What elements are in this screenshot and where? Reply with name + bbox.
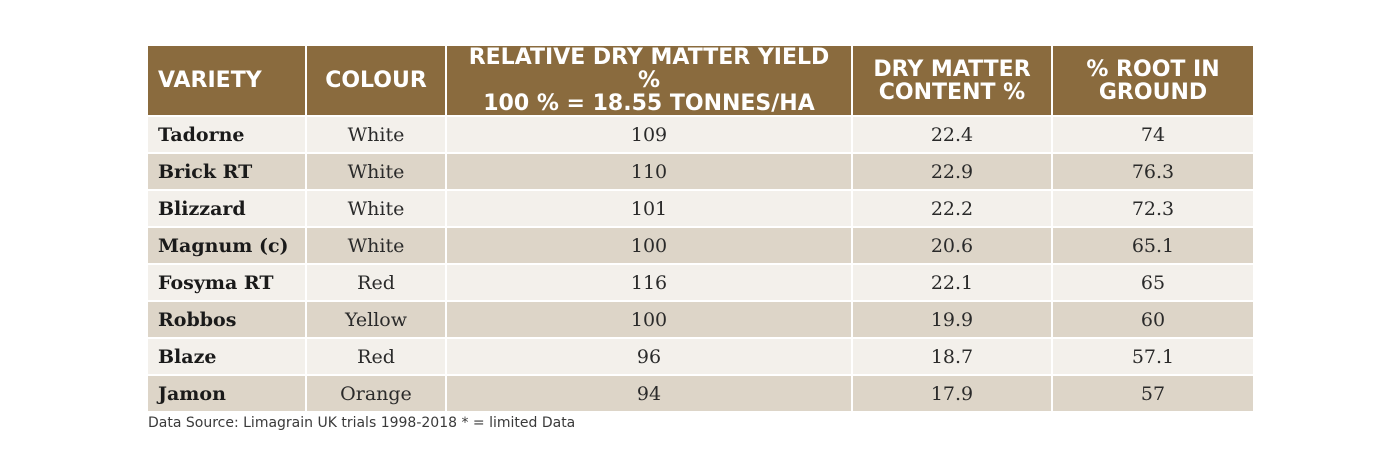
cell-variety: Robbos	[148, 300, 307, 338]
header-dm-line1: DRY MATTER	[873, 56, 1031, 82]
cell-root-in-ground: 57	[1052, 374, 1253, 411]
cell-colour: Red	[306, 337, 447, 375]
variety-table-container: VARIETY COLOUR RELATIVE DRY MATTER YIELD…	[148, 46, 1253, 411]
cell-relative-yield: 101	[446, 189, 853, 227]
cell-root-in-ground: 65	[1052, 263, 1253, 301]
cell-relative-yield: 94	[446, 374, 853, 411]
table-row: Fosyma RT Red 116 22.1 65	[148, 263, 1253, 301]
cell-variety: Fosyma RT	[148, 263, 307, 301]
cell-dry-matter: 17.9	[852, 374, 1053, 411]
cell-dry-matter: 22.9	[852, 152, 1053, 190]
cell-root-in-ground: 76.3	[1052, 152, 1253, 190]
table-header: VARIETY COLOUR RELATIVE DRY MATTER YIELD…	[148, 46, 1253, 116]
header-root-line1: % ROOT IN	[1086, 56, 1220, 82]
cell-dry-matter: 22.2	[852, 189, 1053, 227]
header-root-line2: GROUND	[1098, 79, 1208, 105]
cell-variety: Blaze	[148, 337, 307, 375]
table-row: Tadorne White 109 22.4 74	[148, 115, 1253, 153]
header-row: VARIETY COLOUR RELATIVE DRY MATTER YIELD…	[148, 46, 1253, 116]
cell-colour: White	[306, 189, 447, 227]
cell-variety: Magnum (c)	[148, 226, 307, 264]
table-row: Magnum (c) White 100 20.6 65.1	[148, 226, 1253, 264]
header-yield: RELATIVE DRY MATTER YIELD % 100 % = 18.5…	[446, 45, 853, 116]
cell-variety: Brick RT	[148, 152, 307, 190]
cell-dry-matter: 18.7	[852, 337, 1053, 375]
cell-variety: Jamon	[148, 374, 307, 411]
cell-variety: Tadorne	[148, 115, 307, 153]
cell-variety: Blizzard	[148, 189, 307, 227]
header-yield-line1: RELATIVE DRY MATTER YIELD %	[468, 45, 830, 93]
cell-relative-yield: 110	[446, 152, 853, 190]
cell-root-in-ground: 65.1	[1052, 226, 1253, 264]
cell-root-in-ground: 72.3	[1052, 189, 1253, 227]
cell-relative-yield: 109	[446, 115, 853, 153]
cell-dry-matter: 19.9	[852, 300, 1053, 338]
cell-relative-yield: 96	[446, 337, 853, 375]
cell-colour: White	[306, 152, 447, 190]
cell-dry-matter: 22.4	[852, 115, 1053, 153]
table-row: Blaze Red 96 18.7 57.1	[148, 337, 1253, 375]
header-yield-line2: 100 % = 18.55 TONNES/HA	[483, 91, 815, 116]
cell-colour: White	[306, 115, 447, 153]
cell-colour: Orange	[306, 374, 447, 411]
data-source-note: Data Source: Limagrain UK trials 1998-20…	[148, 415, 576, 431]
cell-relative-yield: 100	[446, 300, 853, 338]
header-root: % ROOT IN GROUND	[1052, 46, 1253, 116]
cell-root-in-ground: 74	[1052, 115, 1253, 153]
table-body: Tadorne White 109 22.4 74 Brick RT White 110 22.…	[148, 115, 1253, 411]
table-row: Robbos Yellow 100 19.9 60	[148, 300, 1253, 338]
table-row: Jamon Orange 94 17.9 57	[148, 374, 1253, 411]
cell-root-in-ground: 60	[1052, 300, 1253, 338]
header-dm-line2: CONTENT %	[878, 79, 1026, 105]
variety-table: VARIETY COLOUR RELATIVE DRY MATTER YIELD…	[148, 46, 1253, 411]
table-row: Blizzard White 101 22.2 72.3	[148, 189, 1253, 227]
cell-relative-yield: 100	[446, 226, 853, 264]
header-colour: COLOUR	[306, 46, 447, 116]
cell-colour: White	[306, 226, 447, 264]
cell-colour: Red	[306, 263, 447, 301]
table-row: Brick RT White 110 22.9 76.3	[148, 152, 1253, 190]
cell-dry-matter: 20.6	[852, 226, 1053, 264]
cell-dry-matter: 22.1	[852, 263, 1053, 301]
header-dry-matter: DRY MATTER CONTENT %	[852, 46, 1053, 116]
cell-root-in-ground: 57.1	[1052, 337, 1253, 375]
header-variety: VARIETY	[148, 46, 307, 116]
cell-colour: Yellow	[306, 300, 447, 338]
cell-relative-yield: 116	[446, 263, 853, 301]
